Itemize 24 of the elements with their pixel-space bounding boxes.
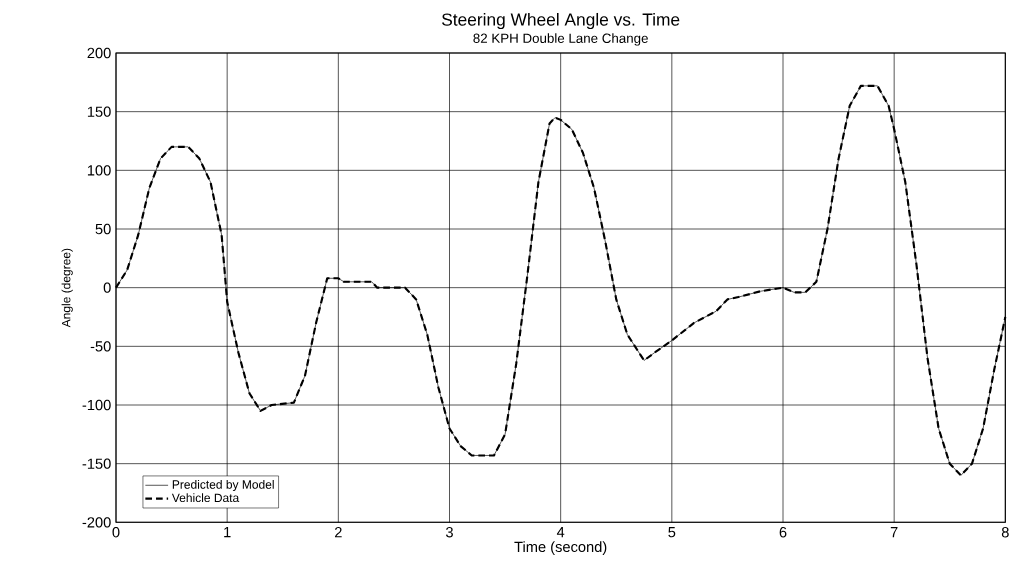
- legend-label: Vehicle Data: [171, 493, 240, 503]
- y-tick-label: -200: [82, 517, 111, 528]
- x-tick-label: 2: [334, 527, 342, 538]
- x-tick-label: 8: [1001, 527, 1009, 538]
- x-tick-label: 0: [112, 527, 120, 538]
- x-axis-title: Time (second): [514, 541, 607, 555]
- x-tick-label: 4: [556, 527, 565, 538]
- y-tick-label: 150: [87, 106, 111, 117]
- legend-label: Predicted by Model: [172, 479, 274, 492]
- x-tick-label: 6: [779, 527, 787, 538]
- y-tick-label: 100: [87, 165, 111, 176]
- chart-title: Steering Wheel Angle vs. Time: [442, 12, 680, 30]
- y-tick-label: -50: [90, 341, 111, 352]
- x-tick-label: 1: [224, 527, 231, 538]
- x-tick-label: 5: [668, 527, 676, 538]
- y-tick-label: 200: [87, 47, 111, 59]
- y-tick-label: -100: [82, 399, 111, 411]
- x-tick-label: 7: [890, 527, 898, 538]
- x-tick-label: 3: [445, 527, 453, 538]
- chart-subtitle: 82 KPH Double Lane Change: [473, 33, 648, 46]
- y-tick-label: -150: [82, 458, 111, 469]
- y-axis-title: Angle (degree): [61, 248, 73, 328]
- y-tick-label: 0: [103, 282, 111, 293]
- y-tick-label: 50: [95, 223, 111, 235]
